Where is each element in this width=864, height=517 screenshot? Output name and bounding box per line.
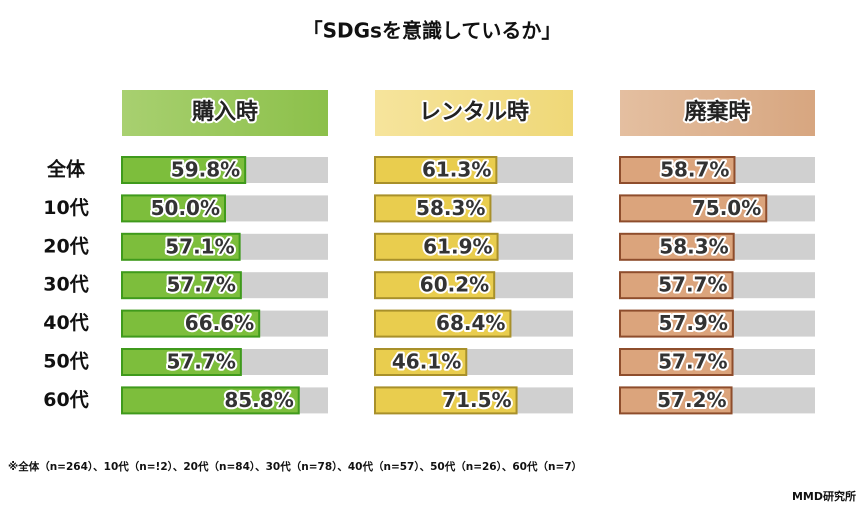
value-label: 57.7% [658, 350, 727, 374]
value-label: 57.7% [166, 273, 235, 297]
category-label: 20代 [43, 235, 88, 257]
bar [121, 271, 242, 300]
bar [121, 194, 226, 223]
value-label: 66.6% [185, 311, 254, 335]
bar [374, 194, 492, 223]
bar [619, 348, 734, 376]
value-label: 85.8% [224, 388, 293, 412]
category-label: 10代 [43, 197, 88, 219]
bar [374, 271, 496, 300]
category-label: 40代 [43, 312, 88, 334]
panel-header-label: 購入時 [192, 100, 258, 125]
value-label: 57.1% [165, 234, 234, 258]
bar [121, 309, 261, 338]
category-label: 60代 [43, 389, 88, 411]
panel-header-label: 廃棄時 [684, 99, 750, 125]
value-label: 75.0% [692, 196, 761, 220]
bar [619, 194, 768, 223]
bar [121, 232, 241, 261]
bar [374, 232, 499, 261]
bar [619, 386, 733, 415]
panel-header [122, 90, 328, 136]
value-label: 57.7% [166, 350, 235, 374]
value-label: 57.2% [657, 388, 726, 412]
value-label: 46.1% [392, 350, 461, 374]
panel-header [375, 90, 573, 136]
value-label: 61.9% [423, 234, 492, 258]
value-label: 58.3% [416, 196, 485, 220]
bar [121, 386, 300, 415]
value-label: 60.2% [420, 273, 489, 297]
value-label: 57.7% [658, 273, 727, 297]
value-label: 71.5% [442, 388, 511, 412]
value-label: 61.3% [422, 158, 491, 182]
value-label: 68.4% [436, 311, 505, 335]
chart-title: 「SDGsを意識しているか」 [303, 19, 562, 43]
bar [619, 156, 736, 184]
category-label: 全体 [46, 158, 86, 181]
bar [619, 232, 735, 261]
value-label: 57.9% [659, 311, 728, 335]
category-label: 30代 [43, 274, 88, 296]
bar [374, 156, 498, 184]
panel-header [620, 90, 815, 136]
bar [374, 348, 468, 376]
category-label: 50代 [43, 351, 88, 373]
note: ※全体（n=264）、10代（n=!2）、20代（n=84）、30代（n=78）… [8, 460, 582, 473]
bar [121, 348, 242, 376]
value-label: 58.3% [659, 234, 728, 258]
bar [619, 271, 734, 300]
bar [374, 386, 518, 415]
bar [121, 156, 247, 184]
bar [374, 309, 512, 338]
value-label: 59.8% [171, 158, 240, 182]
source: MMD研究所 [792, 489, 856, 503]
value-label: 50.0% [151, 196, 220, 220]
value-label: 58.7% [660, 158, 729, 182]
bar [619, 309, 734, 338]
panel-header-label: レンタル時 [419, 100, 529, 125]
